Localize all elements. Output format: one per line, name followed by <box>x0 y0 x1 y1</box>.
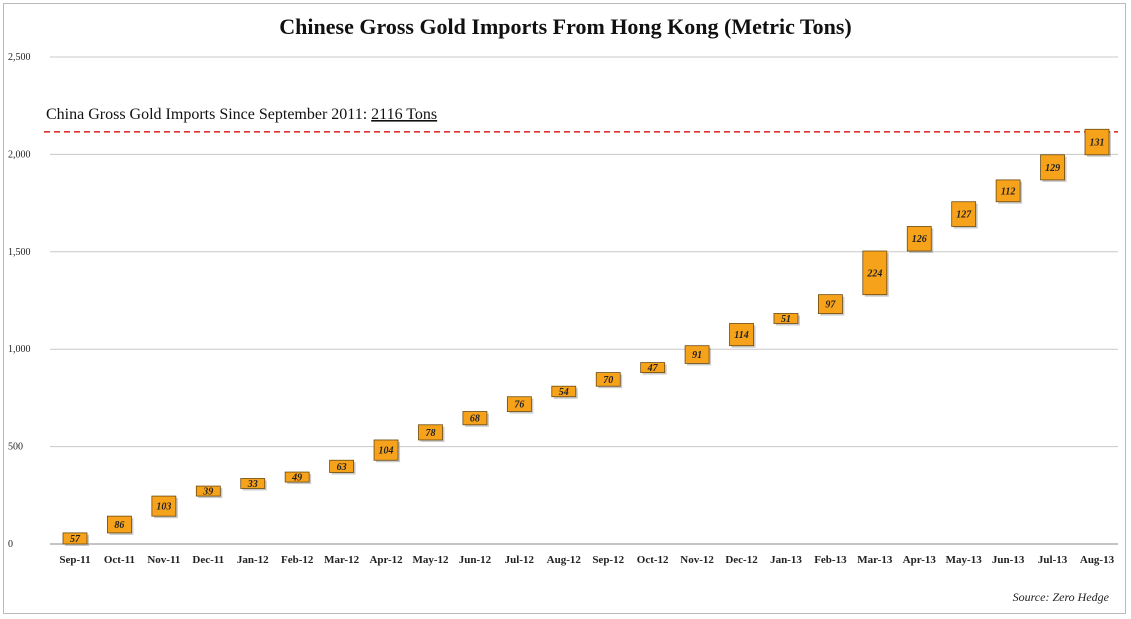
annotation-text: China Gross Gold Imports Since September… <box>46 106 437 123</box>
x-tick-label: Oct-11 <box>104 554 135 566</box>
bar-value-label: 224 <box>866 268 882 279</box>
bar-value-label: 68 <box>470 414 480 425</box>
bar <box>640 362 666 373</box>
x-tick-label: Dec-11 <box>192 554 224 566</box>
x-tick-label: Jun-12 <box>459 554 492 566</box>
bar <box>729 323 754 347</box>
bar <box>773 313 799 324</box>
bar <box>595 372 621 387</box>
bar-value-label: 47 <box>647 363 659 374</box>
bar <box>817 294 843 314</box>
bar-value-label: 39 <box>202 487 213 498</box>
bar <box>1084 128 1110 156</box>
y-tick-label: 500 <box>8 442 23 453</box>
chart-frame <box>3 3 1126 614</box>
bar-value-label: 70 <box>603 375 613 386</box>
bar <box>862 250 888 296</box>
x-tick-label: Aug-12 <box>547 554 582 566</box>
bars: 57 86 103 39 33 49 63 104 78 68 76 54 70 47 91 114 51 97 2… <box>62 128 1111 546</box>
bar-value-label: 57 <box>70 534 81 545</box>
bar <box>1040 154 1065 181</box>
bar-value-label: 76 <box>514 400 524 411</box>
bar-value-label: 112 <box>1001 186 1015 197</box>
bar <box>684 345 710 364</box>
bar <box>107 515 132 534</box>
x-tick-label: Feb-13 <box>814 554 847 566</box>
y-tick-label: 1,000 <box>8 344 31 355</box>
x-axis-ticks: Sep-11 Oct-11 Nov-11 Dec-11 Jan-12 Feb-12 Mar-… <box>59 554 1114 566</box>
bar <box>551 385 577 398</box>
bar-value-label: 78 <box>425 428 435 439</box>
x-tick-label: Apr-12 <box>369 554 403 566</box>
y-tick-label: 2,000 <box>8 149 31 160</box>
bar-value-label: 126 <box>912 234 927 245</box>
bar-value-label: 104 <box>379 446 394 457</box>
y-tick-label: 2,500 <box>8 52 31 63</box>
x-tick-label: May-13 <box>946 554 983 566</box>
x-tick-label: Jul-12 <box>505 554 535 566</box>
x-tick-label: Jun-13 <box>992 554 1025 566</box>
bar-value-label: 33 <box>247 479 258 490</box>
y-tick-label: 1,500 <box>8 247 31 258</box>
bar <box>284 471 310 483</box>
x-tick-label: Sep-11 <box>59 554 90 566</box>
bar-value-label: 49 <box>291 473 302 484</box>
x-tick-label: Feb-12 <box>281 554 314 566</box>
bar <box>995 179 1021 203</box>
x-tick-label: Jan-12 <box>237 554 269 566</box>
bar <box>329 459 355 473</box>
bar-value-label: 97 <box>825 300 836 311</box>
bar <box>906 226 932 252</box>
bar <box>506 396 532 412</box>
bar <box>195 485 221 497</box>
bar <box>462 411 488 426</box>
bar <box>62 532 88 545</box>
annotation-prefix: China Gross Gold Imports Since September… <box>46 106 371 123</box>
bar-value-label: 54 <box>559 387 569 398</box>
bar-value-label: 131 <box>1090 138 1105 149</box>
source-note: Source: Zero Hedge <box>1012 590 1109 604</box>
bar-value-label: 127 <box>956 210 972 221</box>
bar-value-label: 51 <box>781 314 791 325</box>
x-tick-label: May-12 <box>412 554 449 566</box>
x-tick-label: Oct-12 <box>637 554 669 566</box>
bar <box>240 478 266 489</box>
x-tick-label: Nov-12 <box>680 554 714 566</box>
bar <box>951 201 977 227</box>
x-tick-label: Mar-12 <box>324 554 360 566</box>
bar-value-label: 114 <box>734 330 748 341</box>
bar <box>151 495 177 517</box>
x-tick-label: Mar-13 <box>857 554 893 566</box>
bar-value-label: 103 <box>156 502 171 513</box>
bar-value-label: 91 <box>692 350 702 361</box>
bar-value-label: 129 <box>1045 163 1060 174</box>
annotation-value: 2116 Tons <box>371 106 437 123</box>
x-tick-label: Sep-12 <box>592 554 624 566</box>
x-tick-label: Nov-11 <box>147 554 180 566</box>
chart-title: Chinese Gross Gold Imports From Hong Kon… <box>279 14 852 39</box>
bar <box>373 439 399 461</box>
bar-value-label: 86 <box>114 520 124 531</box>
x-tick-label: Apr-13 <box>903 554 937 566</box>
grid-lines <box>50 56 1118 448</box>
x-tick-label: Jul-13 <box>1038 554 1068 566</box>
y-tick-label: 0 <box>8 539 13 550</box>
bar <box>418 424 443 441</box>
x-tick-label: Aug-13 <box>1080 554 1115 566</box>
x-tick-label: Dec-12 <box>725 554 758 566</box>
bar-value-label: 63 <box>337 462 347 473</box>
y-axis-ticks: 0 500 1,000 1,500 2,000 2,500 <box>8 52 31 550</box>
x-tick-label: Jan-13 <box>770 554 802 566</box>
